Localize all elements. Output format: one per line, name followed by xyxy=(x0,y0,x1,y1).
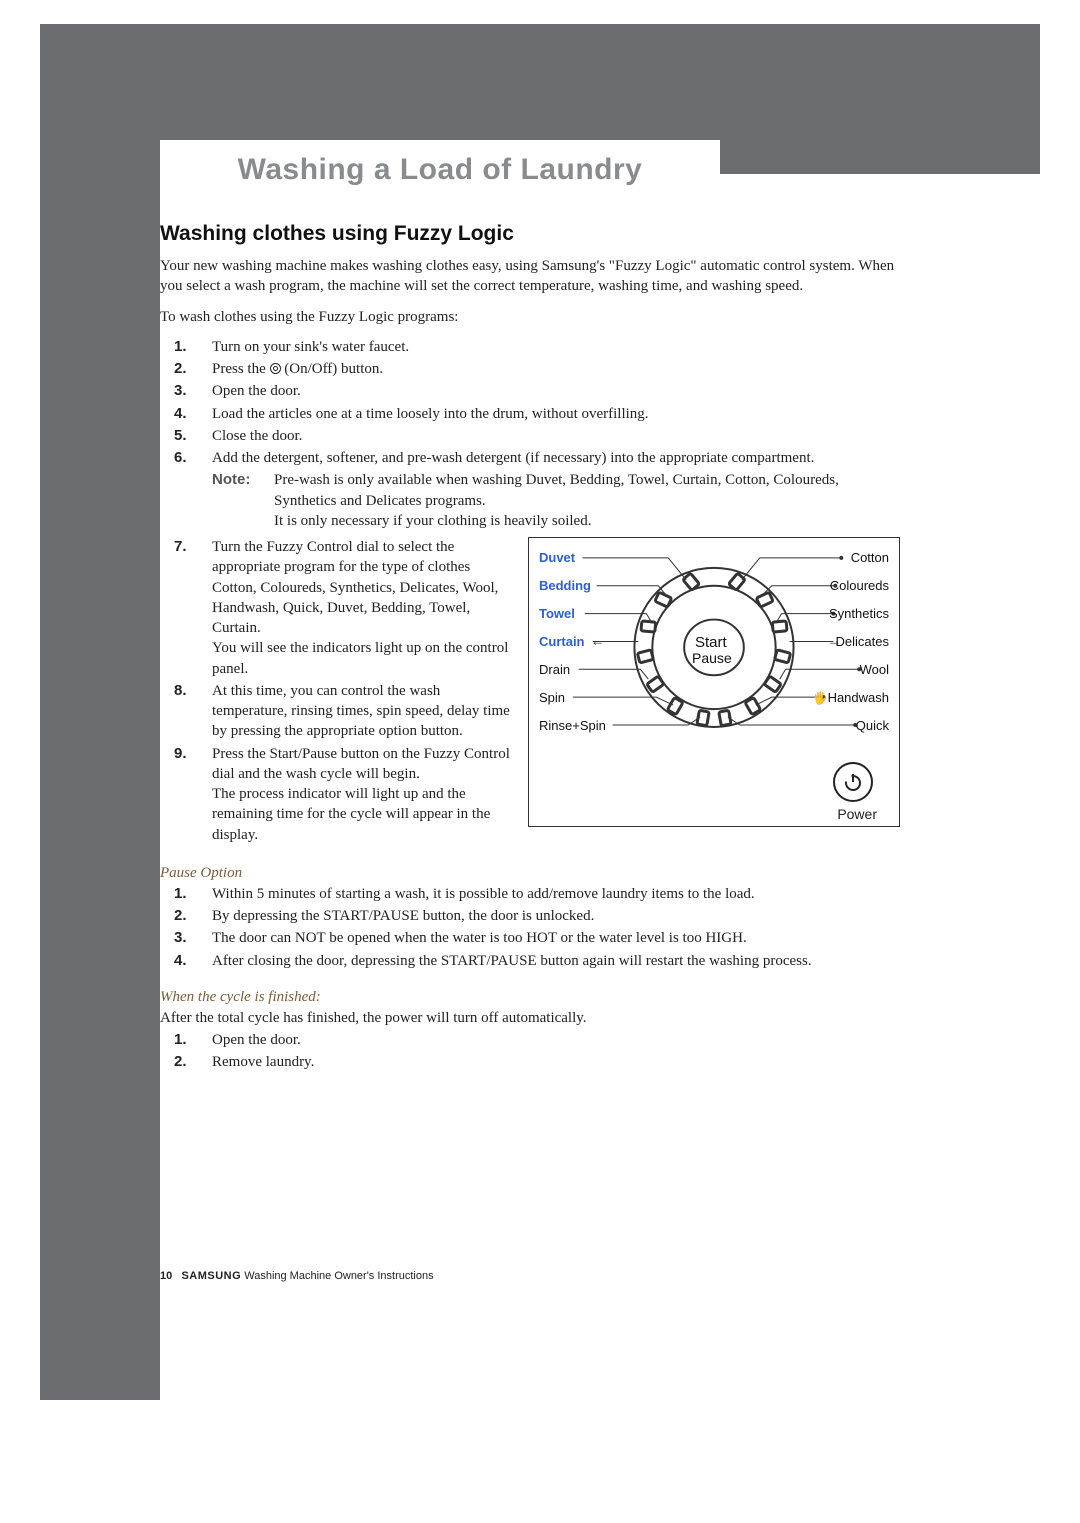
finished-steps: 1.Open the door. 2.Remove laundry. xyxy=(174,1030,900,1073)
step-8: 8.At this time, you can control the wash… xyxy=(174,681,510,742)
pause-2: 2.By depressing the START/PAUSE button, … xyxy=(174,906,900,926)
finished-lead: After the total cycle has finished, the … xyxy=(160,1008,900,1028)
dial-wool: Wool xyxy=(860,662,889,677)
pause-4: 4.After closing the door, depressing the… xyxy=(174,951,900,971)
side-gray-bar xyxy=(40,24,160,1400)
pause-1: 1.Within 5 minutes of starting a wash, i… xyxy=(174,884,900,904)
dial-delicates: Delicates xyxy=(836,634,889,649)
dial-start: Start xyxy=(695,634,727,651)
note-label: Note: xyxy=(212,470,274,531)
step-2: 2. Press the (On/Off) button. xyxy=(174,359,900,379)
onoff-icon xyxy=(270,363,281,374)
brand-name: SAMSUNG xyxy=(181,1270,241,1282)
dial-bedding: Bedding xyxy=(539,578,591,593)
dial-spin: Spin xyxy=(539,690,565,705)
power-label: Power xyxy=(837,806,877,822)
page-footer: 10 SAMSUNG Washing Machine Owner's Instr… xyxy=(160,1270,434,1282)
section-heading: Washing clothes using Fuzzy Logic xyxy=(160,222,900,246)
dial-curtain: Curtain xyxy=(539,634,585,649)
dial-synthetics: Synthetics xyxy=(829,606,889,621)
dial-rinsespin: Rinse+Spin xyxy=(539,718,606,733)
dial-towel: Towel xyxy=(539,606,575,621)
power-icon xyxy=(842,771,864,793)
dial-handwash: 🖐Handwash xyxy=(813,690,889,705)
dial-drain: Drain xyxy=(539,662,570,677)
pause-steps: 1.Within 5 minutes of starting a wash, i… xyxy=(174,884,900,971)
step-4: 4.Load the articles one at a time loosel… xyxy=(174,404,900,424)
power-button-icon xyxy=(833,762,873,802)
pause-3: 3.The door can NOT be opened when the wa… xyxy=(174,928,900,948)
handwash-icon: 🖐 xyxy=(813,691,828,705)
note-text: Pre-wash is only available when washing … xyxy=(274,470,900,531)
note-row: Note: Pre-wash is only available when wa… xyxy=(212,470,900,531)
main-steps-list: 1.Turn on your sink's water faucet. 2. P… xyxy=(174,337,900,531)
step-9: 9.Press the Start/Pause button on the Fu… xyxy=(174,744,510,845)
step-7: 7.Turn the Fuzzy Control dial to select … xyxy=(174,537,510,679)
dial-quick: Quick xyxy=(856,718,889,733)
title-bar: Washing a Load of Laundry xyxy=(160,140,720,200)
intro-text: Your new washing machine makes washing c… xyxy=(160,256,900,297)
dial-duvet: Duvet xyxy=(539,550,575,565)
page-title: Washing a Load of Laundry xyxy=(238,153,643,187)
lead-text: To wash clothes using the Fuzzy Logic pr… xyxy=(160,307,900,327)
finished-1: 1.Open the door. xyxy=(174,1030,900,1050)
finished-heading: When the cycle is finished: xyxy=(160,989,900,1006)
step-6: 6. Add the detergent, softener, and pre-… xyxy=(174,448,900,531)
dial-pause: Pause xyxy=(692,650,732,666)
svg-text:←: ← xyxy=(591,632,605,648)
main-steps-list-cont: 7.Turn the Fuzzy Control dial to select … xyxy=(174,537,510,845)
content-area: Washing clothes using Fuzzy Logic Your n… xyxy=(160,222,900,1075)
step-1: 1.Turn on your sink's water faucet. xyxy=(174,337,900,357)
pause-heading: Pause Option xyxy=(160,865,900,882)
finished-2: 2.Remove laundry. xyxy=(174,1052,900,1072)
control-dial-diagram: → ← Start Pause Duvet Bedding Towel Curt… xyxy=(528,537,900,827)
dial-cotton: Cotton xyxy=(851,550,889,565)
step-3: 3.Open the door. xyxy=(174,381,900,401)
dial-coloureds: Coloureds xyxy=(830,578,889,593)
page-number: 10 xyxy=(160,1270,172,1282)
footer-text: Washing Machine Owner's Instructions xyxy=(244,1270,433,1282)
step-5: 5.Close the door. xyxy=(174,426,900,446)
